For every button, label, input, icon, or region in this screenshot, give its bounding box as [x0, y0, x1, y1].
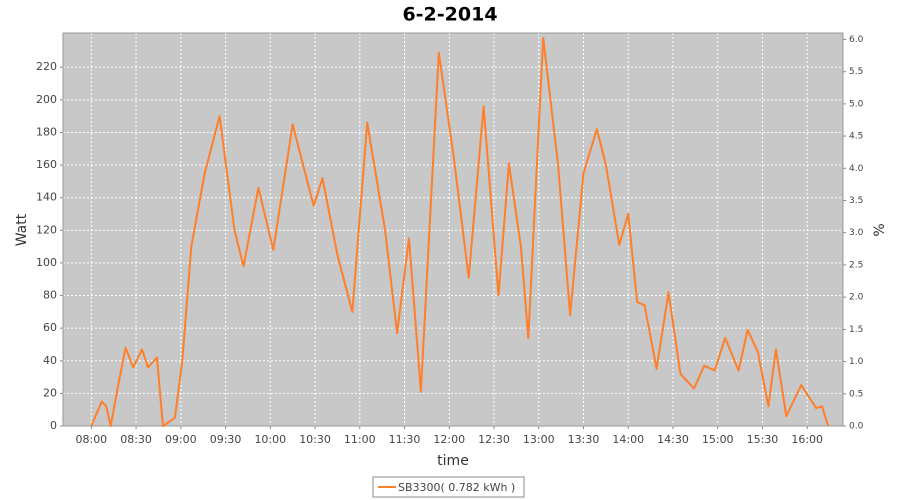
- plot-border: [62, 32, 844, 427]
- legend: SB3300( 0.782 kWh ): [372, 476, 525, 498]
- x-tick-label: 09:30: [210, 433, 242, 446]
- y-tick-label: 20: [43, 386, 57, 399]
- legend-box: [372, 476, 525, 498]
- y-tick-label: 40: [43, 354, 57, 367]
- y2-tick-label: 1.0: [849, 357, 864, 367]
- y-tick-label: 0: [50, 419, 57, 432]
- x-tick-label: 13:30: [568, 433, 600, 446]
- y2-tick-label: 1.5: [849, 325, 863, 335]
- x-tick-label: 08:00: [75, 433, 107, 446]
- y2-tick-label: 3.0: [849, 228, 864, 238]
- y2-tick-label: 4.5: [849, 132, 863, 142]
- y2-tick-label: 5.5: [849, 67, 863, 77]
- y2-tick-label: 3.5: [849, 196, 863, 206]
- y-tick-label: 80: [43, 289, 57, 302]
- x-tick-label: 10:30: [299, 433, 331, 446]
- y-tick-label: 120: [36, 223, 57, 236]
- x-tick-label: 10:00: [254, 433, 286, 446]
- y2-tick-label: 2.0: [849, 293, 864, 303]
- x-tick-label: 09:00: [165, 433, 197, 446]
- y2-tick-label: 5.0: [849, 99, 864, 109]
- y-tick-label: 180: [36, 125, 57, 138]
- series-line: [90, 36, 830, 427]
- x-tick-label: 08:30: [120, 433, 152, 446]
- x-axis-label: time: [437, 453, 469, 469]
- y-tick-label: 160: [36, 158, 57, 171]
- x-tick-label: 14:30: [657, 433, 689, 446]
- y-axis-label: Watt: [14, 213, 30, 246]
- y-tick-label: 140: [36, 191, 57, 204]
- chart-title: 6-2-2014: [402, 4, 497, 26]
- plot-area: [63, 33, 843, 426]
- y2-tick-label: 6.0: [849, 35, 864, 45]
- x-tick-label: 13:00: [523, 433, 555, 446]
- y2-tick-label: 4.0: [849, 164, 864, 174]
- y-tick-label: 200: [36, 93, 57, 106]
- y-tick-label: 100: [36, 256, 57, 269]
- y2-tick-label: 2.5: [849, 260, 863, 270]
- y-tick-label: 60: [43, 321, 57, 334]
- legend-label: SB3300( 0.782 kWh ): [398, 481, 515, 494]
- y2-tick-label: 0.5: [849, 389, 863, 399]
- y-tick-label: 220: [36, 60, 57, 73]
- x-tick-label: 15:30: [747, 433, 779, 446]
- y2-tick-label: 0.0: [849, 422, 864, 432]
- x-tick-label: 12:00: [433, 433, 465, 446]
- x-tick-label: 12:30: [478, 433, 510, 446]
- x-tick-label: 15:00: [702, 433, 734, 446]
- x-tick-label: 11:00: [344, 433, 376, 446]
- y2-axis-label: %: [872, 223, 888, 236]
- x-tick-label: 14:00: [612, 433, 644, 446]
- x-tick-label: 11:30: [389, 433, 421, 446]
- x-tick-label: 16:00: [791, 433, 823, 446]
